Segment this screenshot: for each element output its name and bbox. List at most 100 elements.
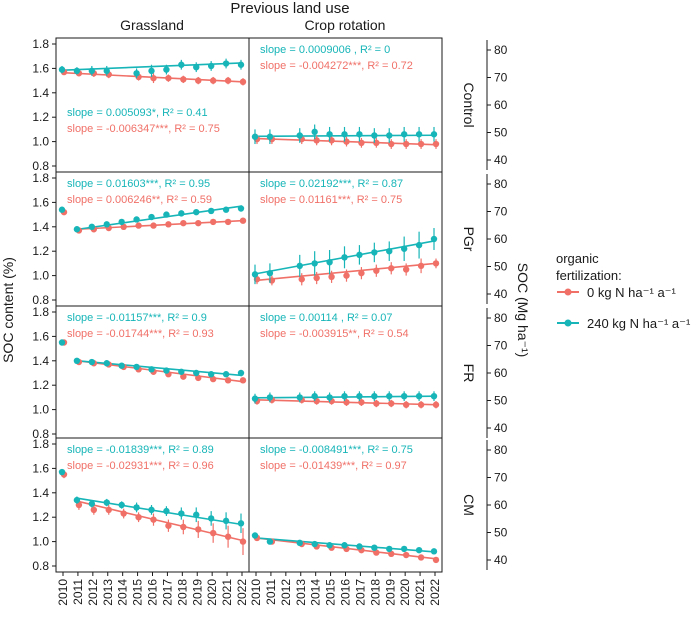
data-point-240n <box>193 511 200 518</box>
data-point-240n <box>103 221 110 228</box>
data-point-240n <box>251 133 259 140</box>
data-point-0n <box>150 222 157 229</box>
slope-annotation-0n: slope = 0.01161***, R² = 0.75 <box>260 194 402 206</box>
slope-annotation-0n: slope = -0.006347***, R² = 0.75 <box>67 123 220 135</box>
data-point-240n <box>415 131 423 138</box>
data-point-240n <box>371 544 378 551</box>
data-point-240n <box>371 132 378 139</box>
slope-annotation-240n: slope = -0.01839***, R² = 0.89 <box>67 444 214 456</box>
data-point-240n <box>326 394 333 401</box>
slope-annotation-240n: slope = -0.008491***, R² = 0.75 <box>260 444 413 456</box>
y-tick-label-left: 1.4 <box>32 354 49 368</box>
data-point-0n <box>135 222 142 229</box>
data-point-0n <box>373 400 380 407</box>
y-tick-label-right: 80 <box>494 177 508 191</box>
data-point-240n <box>400 131 408 138</box>
data-point-240n <box>386 545 393 553</box>
data-point-240n <box>193 369 200 377</box>
x-tick-label: 2021 <box>413 579 427 606</box>
data-point-0n <box>120 510 127 517</box>
y-tick-label-left: 1.8 <box>32 171 49 185</box>
x-tick-label: 2016 <box>339 579 353 606</box>
data-point-240n <box>88 500 96 507</box>
data-point-240n <box>73 357 81 364</box>
x-tick-label: 2012 <box>86 579 100 606</box>
x-tick-label: 2011 <box>71 579 85 605</box>
data-point-240n <box>341 542 348 549</box>
data-point-0n <box>313 274 320 282</box>
data-point-0n <box>209 375 217 383</box>
data-point-240n <box>207 515 215 522</box>
data-point-0n <box>432 260 440 267</box>
slope-annotation-240n: slope = 0.00114 , R² = 0.07 <box>260 312 393 324</box>
y-tick-label-left: 1.4 <box>32 486 49 500</box>
data-point-240n <box>193 208 200 216</box>
y-tick-label-left: 0.8 <box>32 559 49 573</box>
data-point-0n <box>358 269 365 277</box>
y-tick-label-left: 1.8 <box>32 37 49 51</box>
panels-layer: 0.81.01.21.41.61.80.81.01.21.41.61.80.81… <box>32 37 507 606</box>
y-tick-label-right: 70 <box>494 339 508 353</box>
data-point-240n <box>430 548 438 555</box>
y-tick-label-right: 60 <box>494 98 508 112</box>
data-point-0n <box>373 267 380 274</box>
data-point-240n <box>251 395 259 402</box>
y-tick-label-right: 70 <box>494 71 508 85</box>
x-tick-label: 2022 <box>235 579 249 606</box>
data-point-240n <box>178 61 185 68</box>
data-point-0n <box>195 219 202 227</box>
column-title-crop-rotation: Crop rotation <box>305 17 386 33</box>
data-point-240n <box>148 506 155 514</box>
data-point-240n <box>58 206 66 213</box>
panel-frame <box>55 437 250 573</box>
data-point-240n <box>371 392 378 400</box>
x-tick-label: 2014 <box>309 579 323 606</box>
data-point-0n <box>388 550 395 557</box>
row-label-fr: FR <box>461 364 477 383</box>
y-tick-label-right: 40 <box>494 421 508 435</box>
x-tick-label: 2018 <box>368 579 382 606</box>
x-tick-label: 2020 <box>205 579 219 606</box>
row-label-cm: CM <box>461 494 477 516</box>
y-tick-label-right: 80 <box>494 311 508 325</box>
legend-key-0n <box>557 288 579 296</box>
data-point-240n <box>266 394 274 401</box>
y-tick-label-left: 0.8 <box>32 427 49 441</box>
data-point-240n <box>178 368 185 375</box>
slope-annotation-0n: slope = -0.004272***, R² = 0.72 <box>260 60 413 72</box>
y-tick-label-left: 1.6 <box>32 195 49 209</box>
legend-label-240n: 240 kg N ha⁻¹ a⁻¹ <box>587 316 691 331</box>
y-tick-label-right: 50 <box>494 260 508 274</box>
y-tick-label-right: 50 <box>494 526 508 540</box>
slope-annotation-0n: slope = -0.01439***, R² = 0.97 <box>260 460 407 472</box>
data-point-240n <box>133 504 140 511</box>
data-point-0n <box>388 265 395 272</box>
y-tick-label-left: 1.6 <box>32 461 49 475</box>
data-point-240n <box>266 538 274 545</box>
panel-frame <box>248 305 443 441</box>
data-point-240n <box>103 499 110 506</box>
y-tick-label-right: 50 <box>494 394 508 408</box>
data-point-240n <box>251 532 259 539</box>
slope-annotation-0n: slope = 0.006246**, R² = 0.59 <box>67 194 212 206</box>
data-point-240n <box>103 67 110 75</box>
y-tick-label-right: 50 <box>494 126 508 140</box>
x-tick-label: 2013 <box>101 579 115 606</box>
y-tick-label-right: 70 <box>494 471 508 485</box>
y-tick-label-left: 1.4 <box>32 220 49 234</box>
data-point-240n <box>163 66 170 73</box>
y-tick-label-left: 1.6 <box>32 61 49 75</box>
x-tick-label: 2019 <box>383 579 397 606</box>
slope-annotation-240n: slope = -0.01157***, R² = 0.9 <box>67 312 207 324</box>
data-point-240n <box>178 510 185 517</box>
data-point-0n <box>239 377 247 384</box>
legend-key-dot <box>564 288 572 296</box>
x-tick-label: 2014 <box>116 579 130 606</box>
fit-line-0n <box>255 262 436 282</box>
data-point-0n <box>298 276 305 283</box>
data-point-240n <box>356 131 363 138</box>
data-point-0n <box>165 221 172 228</box>
data-point-240n <box>356 392 363 400</box>
legend-key-240n <box>557 319 579 327</box>
y-tick-label-right: 60 <box>494 366 508 380</box>
